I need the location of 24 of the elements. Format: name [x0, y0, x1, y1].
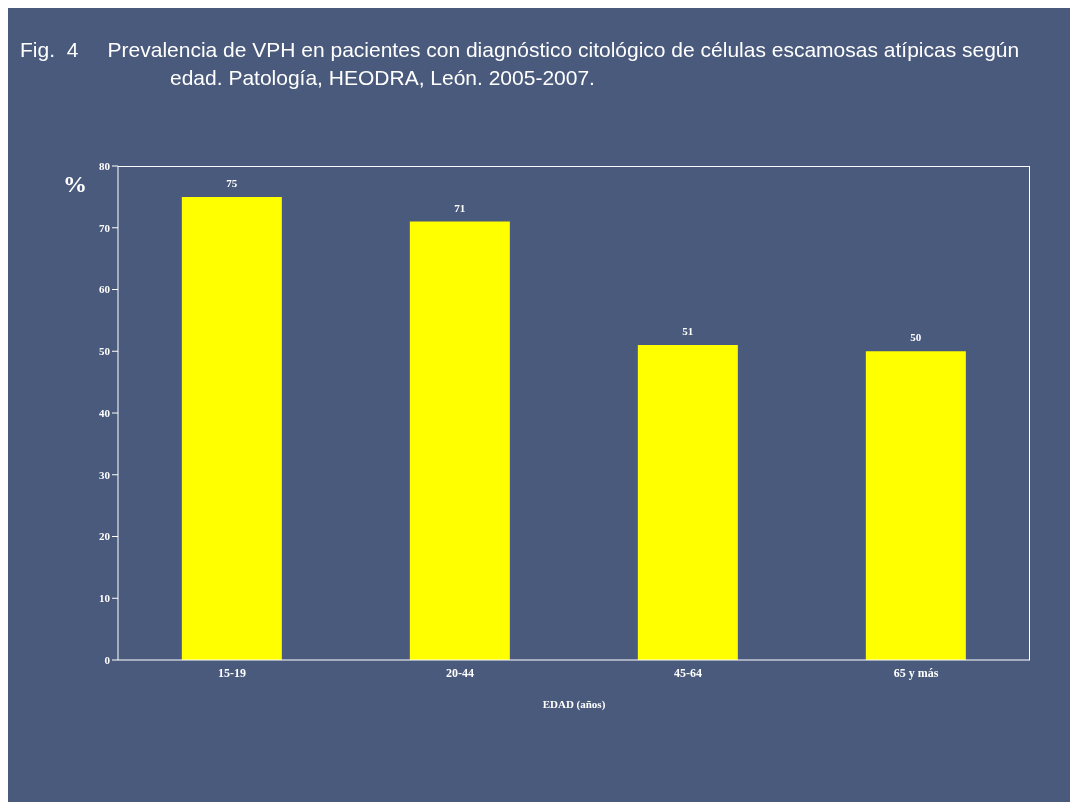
x-tick-label: 65 y más — [893, 665, 939, 680]
y-tick-label: 40 — [99, 406, 111, 419]
y-tick-label: 80 — [99, 159, 111, 172]
chart-title: Fig. 4 Prevalencia de VPH en pacientes con diagnóstico citológico de células escamosas atípicas según edad. Patología, HEODRA, León. 2005-2007. — [20, 37, 1021, 91]
data-label: 71 — [454, 201, 466, 214]
data-label: 50 — [910, 331, 922, 344]
data-label: 75 — [226, 176, 238, 189]
y-tick-label: 50 — [99, 345, 111, 358]
bar — [181, 196, 282, 660]
bar — [637, 345, 738, 660]
y-tick-label: 10 — [99, 592, 111, 605]
y-tick-label: 60 — [99, 283, 111, 296]
bar — [865, 351, 966, 660]
y-tick-label: 30 — [99, 468, 111, 481]
x-axis-title: EDAD (años) — [542, 698, 606, 711]
y-axis-title: % — [63, 171, 87, 198]
x-tick-label: 20-44 — [446, 665, 474, 680]
y-tick-label: 0 — [104, 653, 111, 666]
x-tick-label: 15-19 — [218, 665, 246, 680]
y-tick-label: 70 — [99, 221, 111, 234]
data-label: 51 — [682, 325, 694, 338]
x-tick-label: 45-64 — [674, 665, 702, 680]
y-tick-label: 20 — [99, 530, 111, 543]
bar — [409, 221, 510, 660]
